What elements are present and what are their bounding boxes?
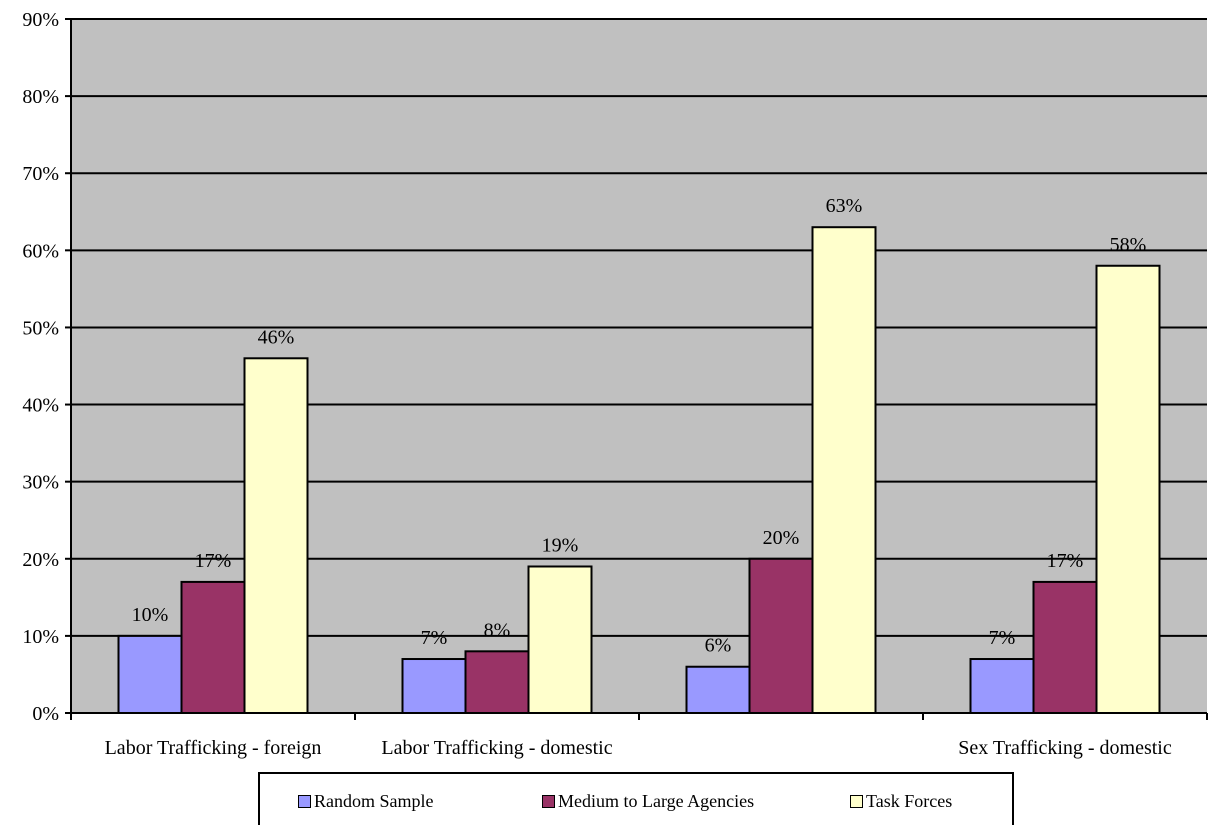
y-tick-label: 60%: [22, 240, 59, 262]
category-label: Sex Trafficking - domestic: [958, 737, 1172, 759]
data-label: 7%: [989, 627, 1016, 649]
data-label: 58%: [1110, 234, 1147, 256]
bar: [464, 650, 530, 714]
data-label: 7%: [421, 627, 448, 649]
y-tick-label: 0%: [32, 703, 59, 725]
legend-label-random-sample: Random Sample: [314, 791, 434, 811]
data-label: 17%: [1047, 550, 1084, 572]
data-label: 46%: [258, 326, 295, 348]
data-label: 63%: [826, 195, 863, 217]
y-tick-label: 30%: [22, 472, 59, 494]
bar: [117, 634, 183, 715]
bar: [969, 658, 1035, 714]
category-label: Labor Trafficking - domestic: [381, 737, 612, 759]
bar-chart: 0% 10% 20% 30% 40% 50% 60% 70% 80% 90% 10% 17% 46% La…: [22, 9, 1208, 759]
legend-item-random-sample: Random Sample: [298, 791, 434, 812]
legend-swatch-random-sample: [298, 795, 311, 808]
bar: [527, 565, 593, 714]
legend-label-medium-to-large-agencies: Medium to Large Agencies: [558, 791, 755, 811]
y-tick-label: 10%: [22, 626, 59, 648]
data-label: 19%: [542, 534, 579, 556]
y-tick-label: 20%: [22, 549, 59, 571]
data-label: 10%: [132, 604, 169, 626]
bar: [811, 226, 877, 714]
data-label: 6%: [705, 635, 732, 657]
legend-swatch-task-forces: [850, 795, 863, 808]
legend: Random Sample Medium to Large Agencies T…: [258, 772, 1014, 825]
y-tick-label: 50%: [22, 317, 59, 339]
data-label: 8%: [484, 619, 511, 641]
data-label: 20%: [763, 527, 800, 549]
bar: [685, 665, 751, 715]
y-tick-label: 40%: [22, 395, 59, 417]
legend-swatch-medium-to-large-agencies: [542, 795, 555, 808]
bar: [401, 658, 467, 714]
y-tick-label: 90%: [22, 9, 59, 31]
bar: [243, 357, 309, 714]
y-tick-label: 70%: [22, 163, 59, 185]
bar: [180, 580, 246, 715]
category-label: Labor Trafficking - foreign: [105, 737, 322, 759]
y-tick-label: 80%: [22, 86, 59, 108]
bar: [1032, 580, 1098, 715]
legend-label-task-forces: Task Forces: [866, 791, 953, 811]
data-label: 17%: [195, 550, 232, 572]
legend-item-medium-to-large-agencies: Medium to Large Agencies: [542, 791, 754, 812]
bar: [748, 557, 814, 714]
legend-item-task-forces: Task Forces: [850, 791, 952, 812]
bar: [1095, 264, 1161, 714]
